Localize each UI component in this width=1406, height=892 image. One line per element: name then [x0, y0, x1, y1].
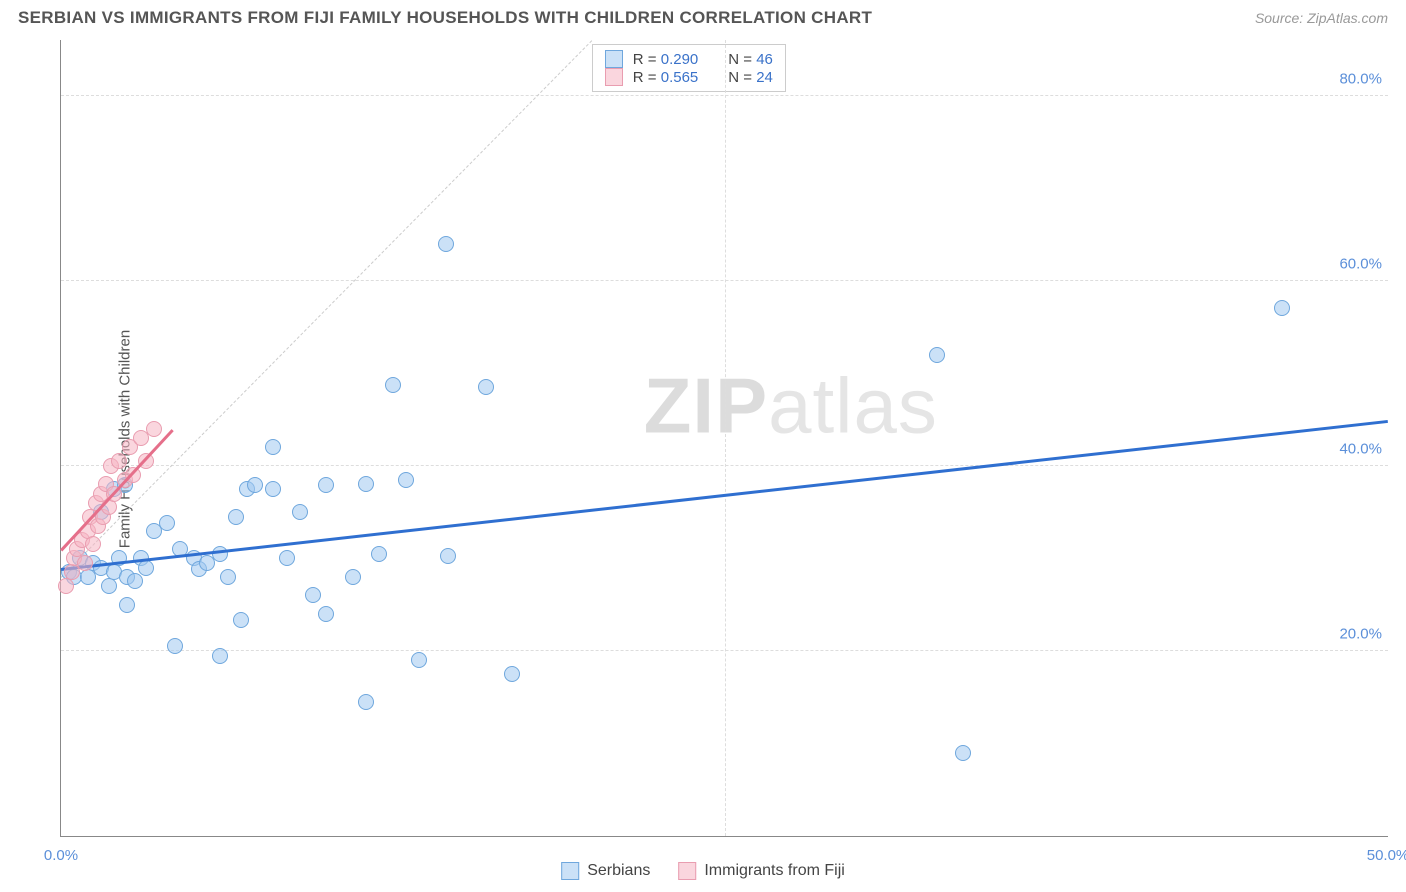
r-stat: R = 0.565: [633, 69, 698, 86]
chart-title: SERBIAN VS IMMIGRANTS FROM FIJI FAMILY H…: [18, 8, 872, 28]
legend-stats-row: R = 0.290 N = 46: [605, 50, 773, 68]
data-point: [929, 347, 945, 363]
data-point: [58, 578, 74, 594]
data-point: [77, 555, 93, 571]
data-point: [159, 515, 175, 531]
data-point: [1274, 300, 1290, 316]
data-point: [85, 536, 101, 552]
data-point: [265, 439, 281, 455]
data-point: [358, 476, 374, 492]
data-point: [212, 648, 228, 664]
n-stat: N = 24: [728, 69, 773, 86]
data-point: [438, 236, 454, 252]
y-tick-label: 60.0%: [1339, 255, 1382, 272]
data-point: [265, 481, 281, 497]
data-point: [345, 569, 361, 585]
watermark: ZIPatlas: [644, 361, 938, 452]
legend-stats: R = 0.290 N = 46 R = 0.565 N = 24: [592, 44, 786, 92]
data-point: [119, 597, 135, 613]
data-point: [440, 548, 456, 564]
x-tick-label: 0.0%: [44, 847, 78, 864]
data-point: [504, 666, 520, 682]
y-tick-label: 40.0%: [1339, 440, 1382, 457]
data-point: [318, 477, 334, 493]
legend-series-item: Immigrants from Fiji: [678, 862, 844, 880]
legend-swatch: [561, 862, 579, 880]
n-stat: N = 46: [728, 51, 773, 68]
plot-region: ZIPatlas R = 0.290N = 46R = 0.565N = 24 …: [60, 40, 1388, 837]
data-point: [318, 606, 334, 622]
legend-series: Serbians Immigrants from Fiji: [561, 862, 845, 880]
r-stat: R = 0.290: [633, 51, 698, 68]
y-tick-label: 20.0%: [1339, 625, 1382, 642]
data-point: [167, 638, 183, 654]
data-point: [228, 509, 244, 525]
reference-diagonal: [61, 40, 593, 578]
data-point: [111, 453, 127, 469]
legend-swatch: [678, 862, 696, 880]
data-point: [138, 560, 154, 576]
data-point: [478, 379, 494, 395]
legend-swatch: [605, 50, 623, 68]
chart-area: Family Households with Children ZIPatlas…: [18, 40, 1388, 837]
data-point: [305, 587, 321, 603]
data-point: [371, 546, 387, 562]
legend-series-item: Serbians: [561, 862, 650, 880]
data-point: [101, 578, 117, 594]
data-point: [220, 569, 236, 585]
data-point: [385, 377, 401, 393]
x-tick-label: 50.0%: [1367, 847, 1406, 864]
legend-series-label: Immigrants from Fiji: [704, 862, 844, 880]
data-point: [358, 694, 374, 710]
data-point: [127, 573, 143, 589]
gridline-v: [725, 40, 726, 836]
data-point: [398, 472, 414, 488]
data-point: [212, 546, 228, 562]
legend-swatch: [605, 68, 623, 86]
data-point: [233, 612, 249, 628]
data-point: [955, 745, 971, 761]
data-point: [146, 421, 162, 437]
source-label: Source: ZipAtlas.com: [1255, 10, 1388, 26]
data-point: [279, 550, 295, 566]
data-point: [292, 504, 308, 520]
y-tick-label: 80.0%: [1339, 70, 1382, 87]
legend-stats-row: R = 0.565 N = 24: [605, 68, 773, 86]
legend-series-label: Serbians: [587, 862, 650, 880]
data-point: [247, 477, 263, 493]
data-point: [411, 652, 427, 668]
